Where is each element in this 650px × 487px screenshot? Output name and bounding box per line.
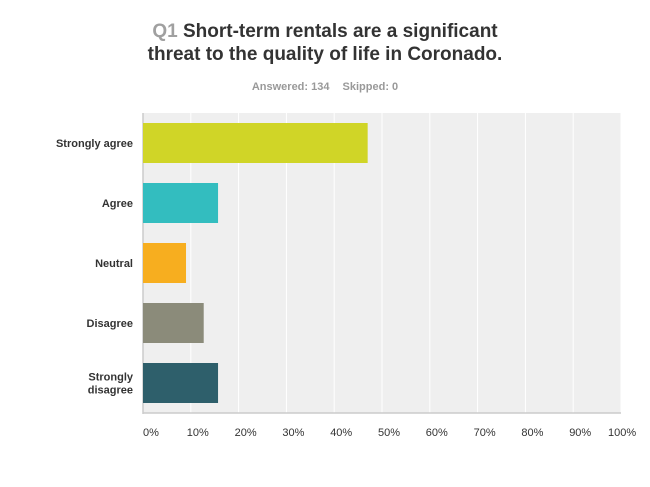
question-number: Q1 [152, 21, 178, 42]
x-tick-label: 70% [474, 427, 496, 439]
category-label: Agree [102, 198, 133, 210]
category-label: disagree [88, 385, 133, 397]
skipped-count: Skipped: 0 [342, 81, 399, 93]
x-tick-label: 20% [235, 427, 257, 439]
category-label: Neutral [95, 258, 133, 270]
bar-agree [143, 183, 219, 223]
x-tick-label: 60% [426, 427, 448, 439]
bar-neutral [143, 243, 187, 283]
x-tick-label: 50% [378, 427, 400, 439]
category-label: Strongly [88, 372, 133, 384]
x-tick-label: 80% [521, 427, 543, 439]
question-text-line1: Short-term rentals are a significant [182, 21, 498, 42]
bar-disagree [143, 303, 204, 343]
x-tick-label: 90% [569, 427, 591, 439]
x-tick-label: 0% [143, 427, 159, 439]
question-title: Q1 Short-term rentals are a significant … [0, 20, 650, 66]
bar-strongly-agree [143, 123, 368, 163]
category-label: Disagree [87, 318, 133, 330]
x-tick-label: 40% [330, 427, 352, 439]
response-stats: Answered: 134 Skipped: 0 [0, 81, 650, 93]
x-tick-label: 10% [187, 427, 209, 439]
x-tick-label: 100% [608, 427, 636, 439]
answered-count: Answered: 134 [251, 81, 330, 93]
category-label: Strongly agree [56, 138, 133, 150]
question-text-line2: threat to the quality of life in Coronad… [147, 44, 503, 65]
x-tick-label: 30% [282, 427, 304, 439]
bar-strongly-disagree [143, 363, 219, 403]
